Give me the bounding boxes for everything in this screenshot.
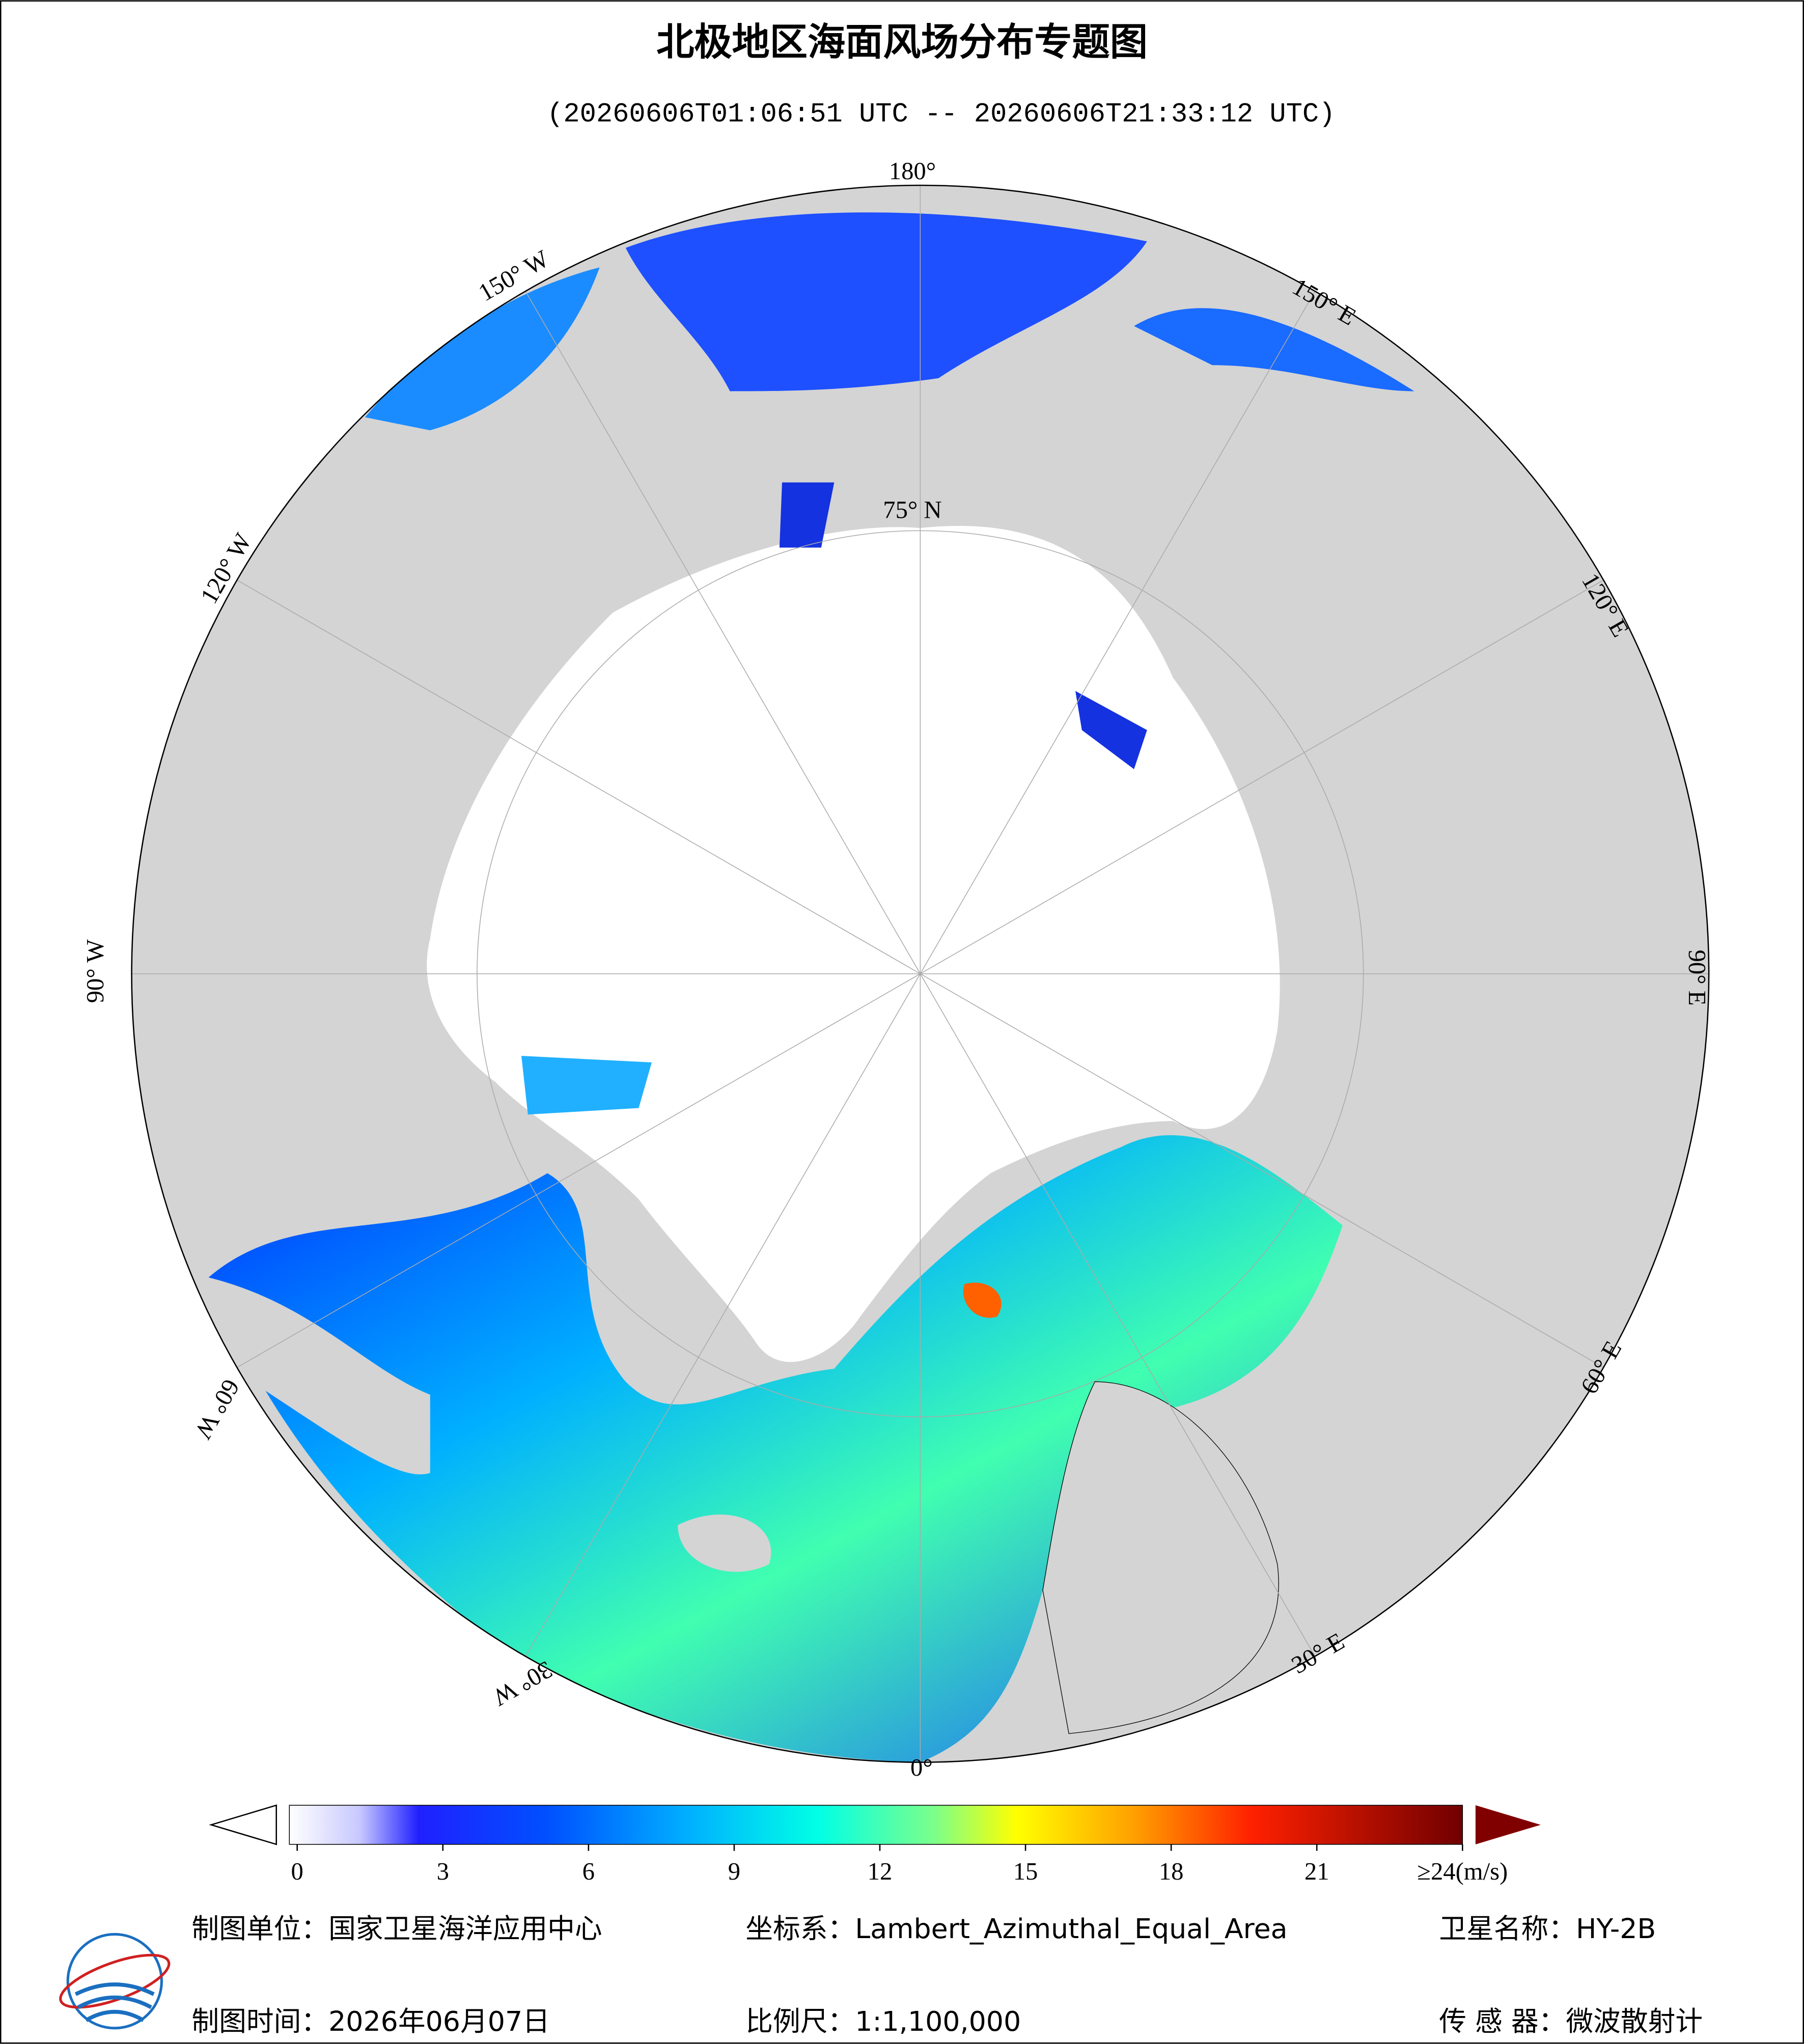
colorbar-max-arrow — [1475, 1805, 1541, 1844]
colorbar-tick-label: 3 — [437, 1858, 449, 1885]
subtitle: (20260606T01:06:51 UTC -- 20260606T21:33… — [547, 99, 1335, 130]
colorbar-tick-label: 18 — [1159, 1858, 1184, 1885]
graticule-label: 90° E — [1683, 949, 1711, 1005]
colorbar-tick-label: 12 — [868, 1858, 893, 1885]
sensor: 传 感 器：微波散射计 — [1439, 2005, 1703, 2037]
sea-ice — [427, 526, 1280, 1362]
logo — [59, 1933, 171, 2030]
producer: 制图单位：国家卫星海洋应用中心 — [191, 1913, 602, 1945]
wind-patch — [963, 1282, 1002, 1318]
wind-field-alaska — [365, 267, 600, 431]
wind-patch — [521, 1056, 652, 1115]
wind-field-atlantic — [208, 1135, 1343, 1762]
footer: 制图单位：国家卫星海洋应用中心 坐标系：Lambert_Azimuthal_Eq… — [191, 1913, 1703, 2037]
graticule-label: 90° W — [81, 939, 109, 1003]
satellite: 卫星名称：HY-2B — [1439, 1913, 1656, 1945]
wind-patch — [779, 482, 835, 548]
title: 北极地区海面风场分布专题图 — [656, 20, 1148, 64]
graticule-label: 75° N — [883, 496, 941, 524]
scandinavia — [1042, 1381, 1279, 1734]
wind-field-okhotsk — [1134, 308, 1414, 391]
colorbar-tick-label: 0 — [291, 1858, 303, 1885]
colorbar: 0 3 6 9 12 15 18 21 ≥24(m/s) — [209, 1804, 1541, 1885]
wind-patch — [1075, 691, 1147, 769]
projection: 坐标系：Lambert_Azimuthal_Equal_Area — [745, 1913, 1287, 1945]
wind-field-bering — [625, 212, 1147, 391]
colorbar-min-arrow — [209, 1804, 277, 1845]
graticule — [131, 185, 1709, 1762]
graticule-label: 180° — [889, 157, 936, 185]
greenland-coast — [208, 1277, 430, 1475]
map — [131, 185, 1709, 1762]
colorbar-tick-label: 9 — [728, 1858, 740, 1885]
colorbar-tick-label: 21 — [1305, 1858, 1329, 1885]
date: 制图时间：2026年06月07日 — [191, 2005, 550, 2037]
graticule-label: 0° — [910, 1754, 933, 1781]
iceland — [678, 1515, 771, 1572]
colorbar-tick-label: 15 — [1013, 1858, 1038, 1885]
colorbar-tick-label: 6 — [582, 1858, 595, 1885]
map-border — [131, 184, 1710, 1763]
colorbar-gradient — [289, 1805, 1463, 1845]
colorbar-tick-label: ≥24(m/s) — [1417, 1858, 1508, 1885]
scale: 比例尺：1:1,100,000 — [745, 2005, 1021, 2037]
